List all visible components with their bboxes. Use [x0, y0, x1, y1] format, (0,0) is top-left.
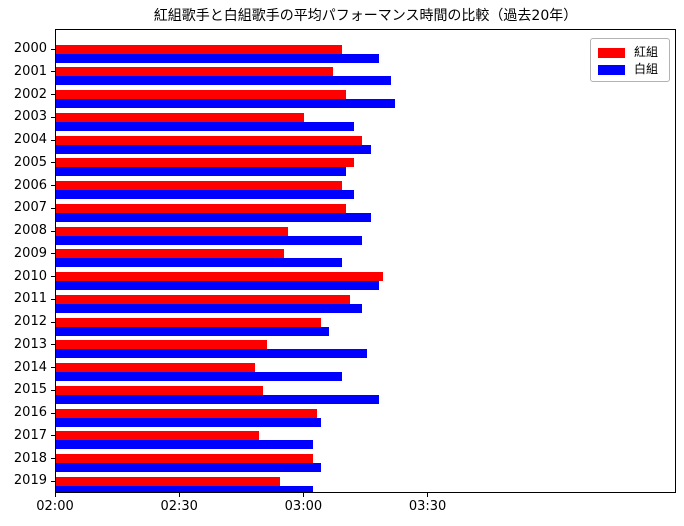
bar-red-team-2005	[56, 158, 355, 168]
bar-white-team-2006	[56, 190, 355, 200]
bar-white-team-2003	[56, 121, 355, 131]
bar-white-team-2012	[56, 326, 330, 336]
bar-white-team-2014	[56, 372, 342, 382]
x-tick-label-02:00: 02:00	[36, 499, 74, 514]
bar-white-team-2007	[56, 212, 371, 222]
bar-red-team-2002	[56, 90, 346, 100]
x-tick-mark-02:00	[54, 493, 56, 497]
x-tick-label-02:30: 02:30	[160, 499, 198, 514]
y-tick-label-2008: 2008	[13, 223, 47, 239]
x-tick-mark-03:00	[302, 493, 305, 497]
bar-red-team-2001	[56, 67, 334, 77]
y-tick-label-2006: 2006	[13, 177, 47, 193]
bar-red-team-2009	[56, 249, 284, 259]
bar-white-team-2011	[56, 303, 363, 313]
y-tick-mark-2010	[51, 276, 55, 278]
y-tick-label-2013: 2013	[13, 336, 47, 352]
bar-red-team-2011	[56, 294, 350, 304]
y-tick-label-2005: 2005	[13, 154, 47, 170]
bar-white-team-2002	[56, 99, 396, 109]
legend-row-white-team: 白組	[598, 61, 662, 78]
y-tick-mark-2017	[51, 435, 55, 437]
bar-red-team-2017	[56, 431, 259, 441]
bar-red-team-2003	[56, 112, 305, 122]
y-tick-label-2010: 2010	[13, 268, 47, 284]
legend-swatch-red-team	[598, 47, 625, 58]
bar-red-team-2015	[56, 385, 263, 395]
y-tick-label-2019: 2019	[13, 473, 47, 489]
bar-white-team-2019	[56, 485, 313, 492]
x-tick-label-03:30: 03:30	[408, 499, 447, 514]
y-tick-mark-2003	[51, 116, 55, 118]
bar-red-team-2010	[56, 272, 384, 282]
bar-white-team-2008	[56, 235, 363, 245]
y-tick-mark-2000	[51, 48, 55, 50]
y-tick-mark-2005	[51, 162, 55, 164]
y-tick-mark-2018	[51, 458, 55, 460]
bar-red-team-2014	[56, 363, 255, 373]
chart-title: 紅組歌手と白組歌手の平均パフォーマンス時間の比較（過去20年）	[153, 8, 578, 24]
y-tick-mark-2015	[51, 389, 55, 391]
y-tick-mark-2009	[51, 253, 55, 255]
bar-red-team-2004	[56, 135, 363, 145]
y-tick-mark-2011	[51, 298, 55, 300]
bar-red-team-2016	[56, 408, 317, 418]
bar-white-team-2013	[56, 349, 367, 359]
bar-white-team-2001	[56, 76, 392, 86]
bar-white-team-2000	[56, 53, 379, 63]
plot-area	[55, 29, 676, 493]
bar-red-team-2013	[56, 340, 268, 350]
bar-white-team-2016	[56, 417, 321, 427]
bar-red-team-2019	[56, 476, 280, 486]
x-tick-mark-02:30	[178, 493, 180, 497]
y-tick-mark-2013	[51, 344, 55, 346]
y-tick-mark-2008	[51, 230, 55, 232]
y-tick-label-2012: 2012	[13, 314, 47, 330]
legend-label-red-team: 紅組	[634, 45, 659, 59]
y-tick-label-2000: 2000	[13, 41, 47, 57]
y-tick-mark-2012	[51, 321, 55, 323]
legend: 紅組 白組	[590, 38, 670, 82]
y-tick-label-2009: 2009	[13, 245, 47, 261]
y-tick-label-2018: 2018	[13, 450, 47, 466]
bar-white-team-2017	[56, 440, 313, 450]
y-tick-mark-2007	[51, 207, 55, 209]
y-tick-label-2003: 2003	[13, 109, 47, 125]
y-tick-mark-2006	[51, 185, 55, 187]
y-tick-mark-2019	[51, 480, 55, 482]
y-tick-label-2014: 2014	[13, 359, 47, 375]
bar-white-team-2018	[56, 463, 321, 473]
y-tick-mark-2016	[51, 412, 55, 414]
y-tick-mark-2001	[51, 71, 55, 73]
x-tick-mark-03:30	[427, 493, 429, 497]
legend-swatch-white-team	[598, 64, 625, 75]
bars-layer	[56, 30, 675, 492]
y-tick-label-2016: 2016	[13, 405, 47, 421]
y-tick-label-2017: 2017	[13, 427, 47, 443]
y-tick-mark-2004	[51, 139, 55, 141]
y-tick-label-2002: 2002	[13, 86, 47, 102]
bar-red-team-2007	[56, 203, 346, 213]
y-tick-label-2011: 2011	[13, 291, 47, 307]
legend-label-white-team: 白組	[634, 62, 659, 76]
y-tick-label-2015: 2015	[13, 382, 47, 398]
bar-red-team-2000	[56, 44, 342, 54]
y-tick-mark-2014	[51, 367, 55, 369]
bar-white-team-2015	[56, 394, 379, 404]
y-tick-mark-2002	[51, 94, 55, 96]
bar-red-team-2006	[56, 181, 342, 191]
bar-white-team-2005	[56, 167, 346, 177]
y-tick-label-2001: 2001	[13, 63, 47, 79]
y-tick-label-2004: 2004	[13, 132, 47, 148]
bar-red-team-2018	[56, 454, 313, 464]
bar-white-team-2009	[56, 258, 342, 268]
bar-white-team-2010	[56, 281, 379, 291]
x-tick-label-03:00: 03:00	[284, 499, 323, 514]
bar-white-team-2004	[56, 144, 371, 154]
y-tick-label-2007: 2007	[13, 200, 47, 216]
legend-row-red-team: 紅組	[598, 44, 662, 61]
bar-red-team-2012	[56, 317, 321, 327]
bar-red-team-2008	[56, 226, 288, 236]
